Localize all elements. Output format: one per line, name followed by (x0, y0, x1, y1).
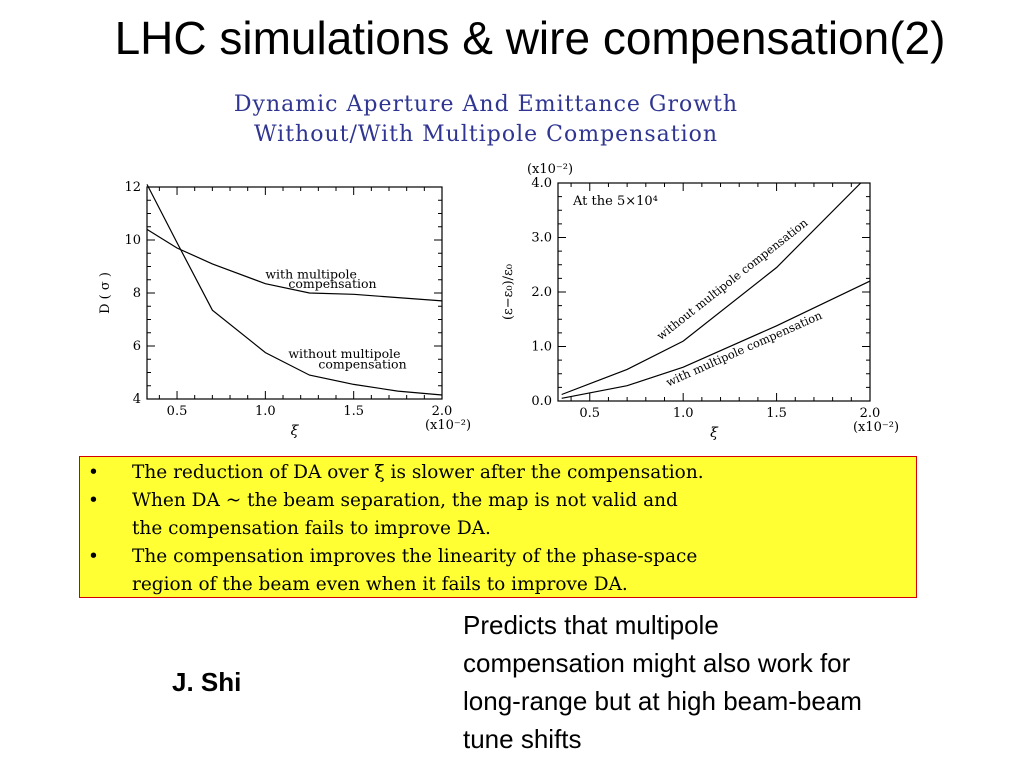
conclusion-line: The compensation improves the linearity … (132, 546, 698, 567)
bullet-marker: • (88, 546, 99, 567)
series-line (561, 182, 862, 396)
conclusion-item: • The compensation improves the linearit… (80, 543, 916, 599)
slide-title: LHC simulations & wire compensation(2) (114, 12, 946, 64)
x-tick-label: 2.0 (432, 404, 453, 419)
bullet-marker: • (88, 462, 99, 483)
conclusion-line: When DA ~ the beam separation, the map i… (132, 490, 678, 511)
note-line: long-range but at high beam-beam (463, 686, 862, 716)
emittance-growth-chart: 0.5 1.0 1.5 2.0 0.0 1.0 2.0 3.0 4.0 ξ (ε−ε₀)/ε₀ (x1… (501, 162, 899, 441)
y-tick-label: 10 (124, 233, 141, 248)
x-tick-label: 2.0 (860, 406, 881, 421)
y-tick-label: 6 (133, 339, 141, 354)
note-line: tune shifts (463, 724, 582, 754)
y-tick-label: 8 (133, 286, 141, 301)
x-tick-label: 0.5 (579, 406, 600, 421)
y-tick-label: 4 (133, 392, 141, 407)
series-line (561, 280, 871, 399)
conclusion-line: The reduction of DA over ξ is slower aft… (132, 462, 704, 483)
x-multiplier-label: (x10⁻²) (425, 418, 471, 433)
conclusion-item: • When DA ~ the beam separation, the map… (80, 487, 916, 543)
conclusion-item: • The reduction of DA over ξ is slower a… (80, 459, 916, 487)
y-tick-label: 12 (124, 180, 141, 195)
y-tick-label: 1.0 (531, 340, 552, 355)
series-line (146, 184, 443, 396)
conclusions-box: • The reduction of DA over ξ is slower a… (79, 456, 917, 598)
y-tick-label: 0.0 (531, 394, 552, 409)
series-annotation: compensation (288, 276, 376, 291)
note-line: compensation might also work for (463, 648, 851, 678)
x-multiplier-label: (x10⁻²) (853, 420, 899, 435)
inset-text: At the 5×10⁴ (572, 194, 658, 209)
note-line: Predicts that multipole (463, 610, 719, 640)
y-tick-label: 3.0 (531, 231, 552, 246)
conclusion-line: region of the beam even when it fails to… (132, 574, 628, 595)
series-annotation: without multipole (288, 346, 400, 361)
series-line (146, 228, 443, 302)
x-tick-label: 1.0 (673, 406, 694, 421)
conclusion-line: the compensation fails to improve DA. (132, 518, 491, 539)
x-axis-label: ξ (291, 423, 300, 439)
y-tick-label: 2.0 (531, 285, 552, 300)
x-tick-label: 0.5 (167, 404, 188, 419)
y-axis-label: D ( σ ) (98, 272, 113, 314)
summary-note: Predicts that multipole compensation mig… (463, 606, 1003, 758)
y-tick-label: 4.0 (531, 176, 552, 191)
figure-title: Dynamic Aperture And Emittance Growth Wi… (100, 90, 872, 150)
y-multiplier-label: (x10⁻²) (527, 162, 573, 177)
figure-title-line: Without/With Multipole Compensation (253, 122, 719, 147)
x-tick-label: 1.5 (343, 404, 364, 419)
x-tick-label: 1.0 (255, 404, 276, 419)
conclusions-list: • The reduction of DA over ξ is slower a… (80, 459, 916, 599)
series-annotation: compensation (318, 357, 406, 372)
series-annotation: with multipole (265, 266, 357, 281)
x-axis-label: ξ (710, 425, 719, 441)
y-axis-label: (ε−ε₀)/ε₀ (501, 264, 516, 320)
author-name: J. Shi (172, 667, 242, 697)
dynamic-aperture-chart: 0.5 1.0 1.5 2.0 4 6 8 10 12 ξ D ( σ ) (x10⁻²) with m… (98, 180, 471, 439)
bullet-marker: • (88, 490, 99, 511)
figure-title-line: Dynamic Aperture And Emittance Growth (233, 92, 739, 117)
x-tick-label: 1.5 (766, 406, 787, 421)
